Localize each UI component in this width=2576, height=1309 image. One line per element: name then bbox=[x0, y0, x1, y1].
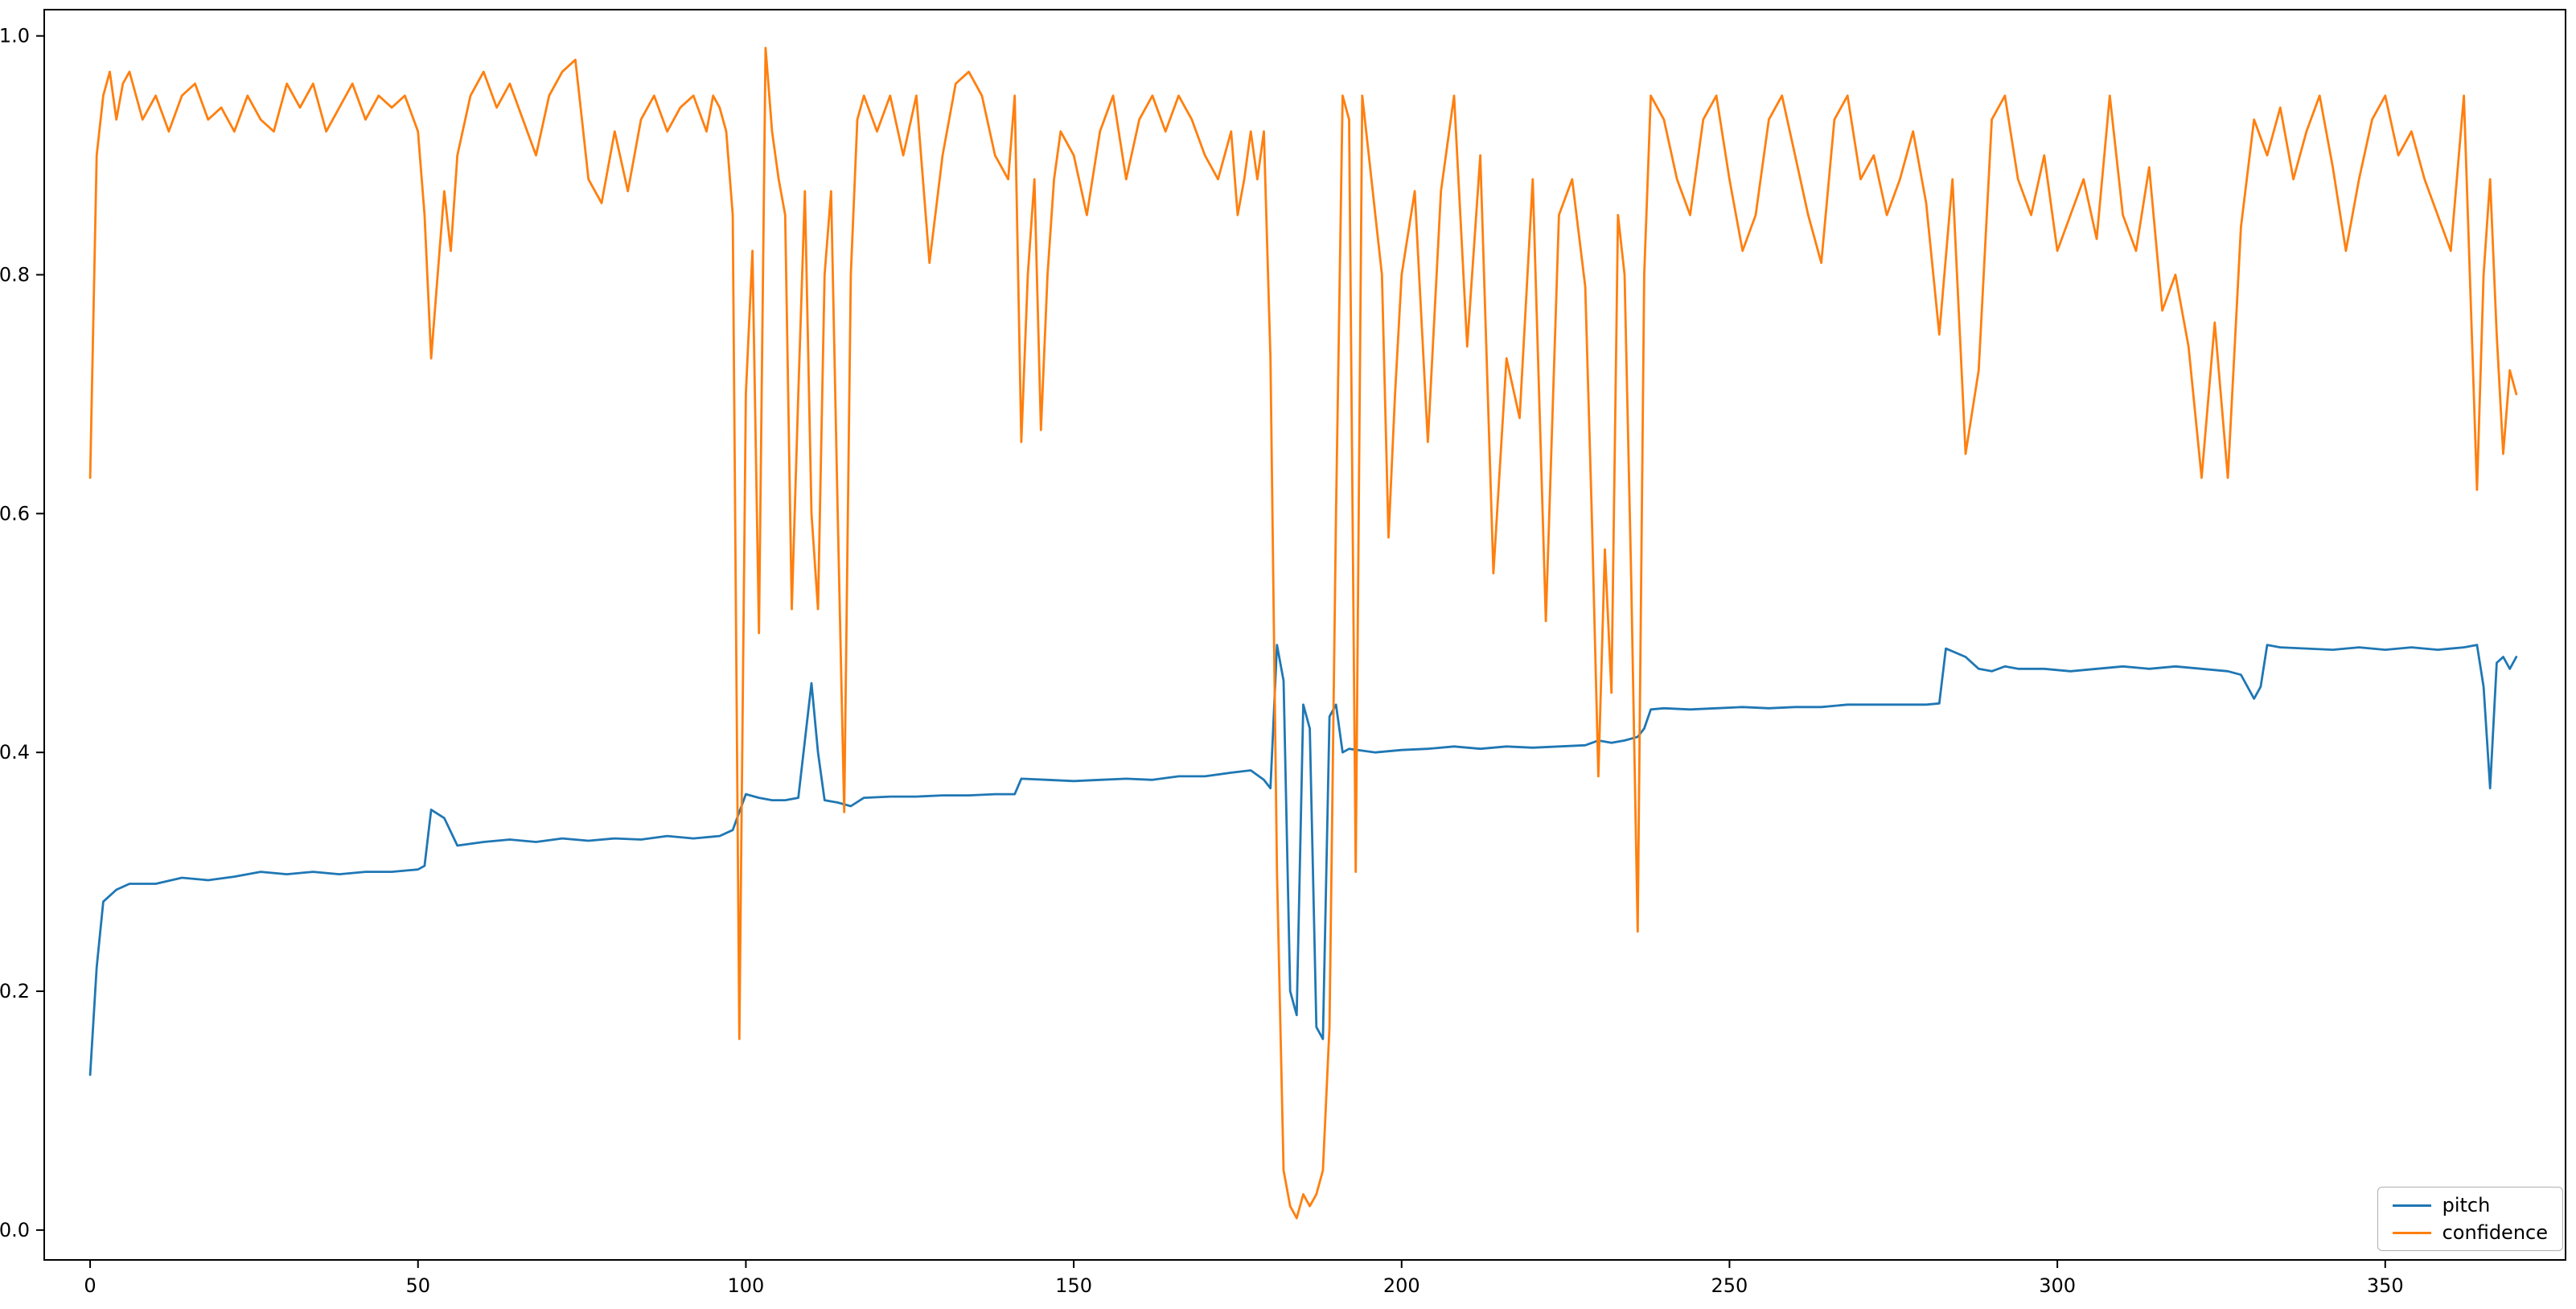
pitch-line-sample bbox=[2392, 1204, 2431, 1207]
x-tick-label: 100 bbox=[728, 1274, 765, 1297]
legend-item-confidence: confidence bbox=[2392, 1221, 2548, 1244]
y-tick-label: 0.4 bbox=[0, 741, 30, 764]
axes-spines bbox=[43, 9, 2566, 1261]
legend-label-pitch: pitch bbox=[2442, 1194, 2491, 1216]
confidence-line-sample bbox=[2392, 1231, 2431, 1234]
x-tick-label: 0 bbox=[84, 1274, 96, 1297]
y-tick-label: 0.6 bbox=[0, 502, 30, 525]
y-tick-label: 0.0 bbox=[0, 1219, 30, 1241]
confidence-line bbox=[88, 47, 2518, 1220]
pitch-line bbox=[88, 644, 2518, 1076]
legend-item-pitch: pitch bbox=[2392, 1194, 2548, 1216]
y-tick-label: 1.0 bbox=[0, 25, 30, 47]
legend-label-confidence: confidence bbox=[2442, 1221, 2548, 1244]
x-tick-label: 50 bbox=[405, 1274, 430, 1297]
y-tick-label: 0.8 bbox=[0, 264, 30, 286]
x-tick-label: 300 bbox=[2039, 1274, 2076, 1297]
x-tick-label: 250 bbox=[1711, 1274, 1748, 1297]
x-tick-label: 350 bbox=[2367, 1274, 2404, 1297]
y-tick-label: 0.2 bbox=[0, 980, 30, 1002]
x-tick-label: 150 bbox=[1055, 1274, 1092, 1297]
x-tick-label: 200 bbox=[1383, 1274, 1420, 1297]
legend: pitch confidence bbox=[2377, 1187, 2563, 1251]
